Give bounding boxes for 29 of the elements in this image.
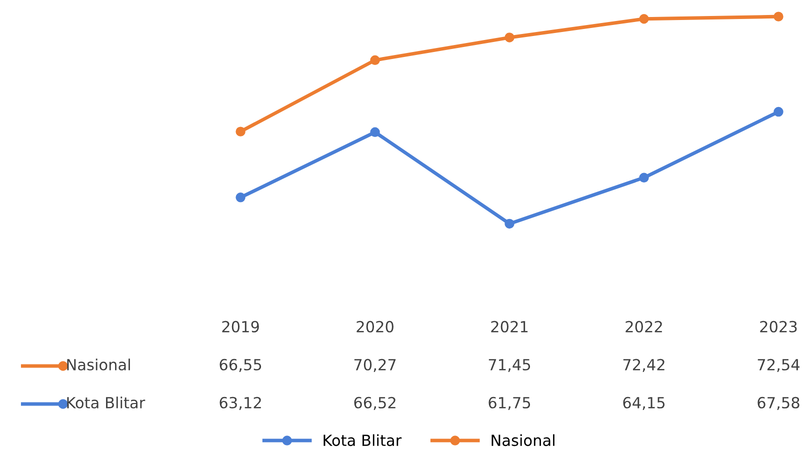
text: Nasional	[492, 434, 554, 446]
data-label: 72,42	[623, 358, 664, 372]
text: Kota Blitar	[324, 434, 402, 446]
data-label: 67,58	[758, 396, 800, 410]
data-label: 61,75	[488, 396, 530, 410]
point	[774, 106, 784, 117]
legend-label: Nasional	[67, 358, 130, 370]
point	[639, 14, 649, 24]
x-tick-label: 2021	[491, 320, 528, 332]
point	[504, 32, 514, 42]
data-label: 72,54	[758, 358, 800, 372]
data-label: 70,27	[354, 358, 396, 372]
x-tick-label: 2023	[760, 320, 797, 332]
x-tick-label: 2019	[222, 320, 259, 332]
data-label: 66,52	[354, 396, 396, 410]
legend-label: Kota Blitar	[67, 396, 146, 408]
point	[639, 172, 649, 182]
point	[236, 126, 246, 136]
data-label: 64,15	[623, 396, 665, 410]
x-tick-label: 2022	[626, 320, 662, 332]
data-label: 63,12	[220, 396, 261, 410]
data-label: 71,45	[488, 359, 530, 372]
point	[774, 12, 784, 22]
point	[370, 55, 380, 66]
point	[504, 218, 514, 229]
x-tick-label: 2020	[356, 320, 394, 332]
point	[370, 127, 380, 138]
point	[236, 192, 246, 202]
data-label: 66,55	[220, 358, 262, 372]
